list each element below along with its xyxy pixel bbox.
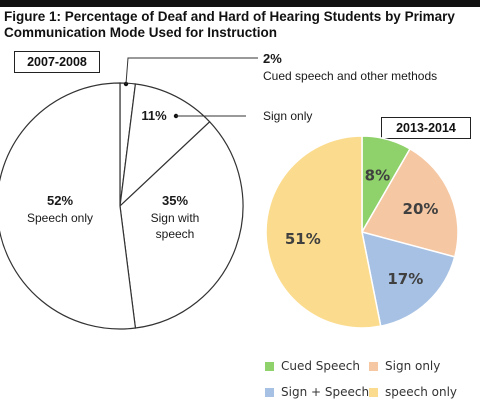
legend-label-sign-speech: Sign + Speech <box>281 385 370 399</box>
pie1-value-label-sign-with-speech: 35% <box>162 193 188 208</box>
pie1-leader-cued-speech <box>125 57 258 85</box>
legend-2013-2014: Cued Speech Sign only Sign + Speech spee… <box>261 355 476 405</box>
pie1-slice-sign-only <box>119 83 211 208</box>
legend-label-speech-only: speech only <box>385 385 458 399</box>
pie1-outer-label-sign-only: Sign only <box>263 109 312 123</box>
period-label-2013-2014: 2013-2014 <box>381 117 471 139</box>
top-rule <box>0 0 480 7</box>
pie2-value-label-sign-speech: 17% <box>387 270 423 288</box>
pie2-value-label-cued-speech: 8% <box>365 167 390 185</box>
legend-swatch-cued-speech <box>265 361 274 371</box>
title-line-2: Communication Mode Used for Instruction <box>4 25 278 40</box>
legend-swatch-sign-speech <box>265 387 274 397</box>
legend-swatch-sign-only <box>369 361 378 371</box>
legend-item-cued-speech: Cued Speech <box>265 359 360 373</box>
pie2-slice-sign-only <box>360 147 459 258</box>
pie1-label-sign-with-speech-2: speech <box>156 227 195 241</box>
pie2-slice-sign-speech <box>361 230 456 328</box>
figure-title: Figure 1: Percentage of Deaf and Hard of… <box>4 9 474 41</box>
legend-label-sign-only: Sign only <box>385 359 441 373</box>
pie1-label-speech-only: Speech only <box>27 211 93 225</box>
legend-item-sign-only: Sign only <box>369 359 440 373</box>
pie1-value-label-cued-speech: 2% <box>263 51 282 66</box>
period-label-2007-2008: 2007-2008 <box>14 51 100 73</box>
legend-item-speech-only: speech only <box>369 385 457 399</box>
pie1-slice-speech-only <box>0 82 137 330</box>
pie2-value-label-speech-only: 51% <box>285 230 321 248</box>
pie1-outer-label-cued-speech: Cued speech and other methods <box>263 69 437 83</box>
title-line-1: Figure 1: Percentage of Deaf and Hard of… <box>4 9 455 24</box>
pie1-label-sign-with-speech-1: Sign with <box>151 211 200 225</box>
pie1-slice-sign-with-speech <box>119 120 244 329</box>
legend-item-sign-speech: Sign + Speech <box>265 385 369 399</box>
pie1-value-label-sign-only: 11% <box>141 108 167 123</box>
legend-label-cued-speech: Cued Speech <box>281 359 361 373</box>
pie1-value-label-speech-only: 52% <box>47 193 73 208</box>
legend-swatch-speech-only <box>369 387 378 397</box>
pie2-slice-speech-only <box>265 135 382 329</box>
pie2-value-label-sign-only: 20% <box>403 200 439 218</box>
